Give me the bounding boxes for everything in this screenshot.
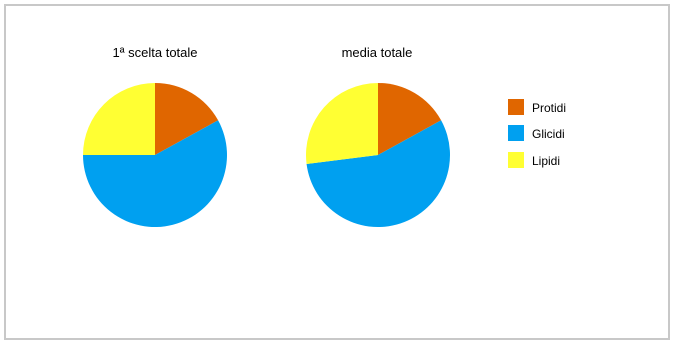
pie-1-title: 1ª scelta totale [112, 45, 197, 60]
pie-2-title: media totale [342, 45, 413, 60]
legend: Protidi Glicidi Lipidi [508, 99, 566, 168]
pie-2-slice-protidi [378, 83, 442, 155]
legend-label-lipidi: Lipidi [532, 154, 560, 168]
pie-1-slice-lipidi [83, 83, 155, 155]
pie-1-slices [83, 83, 227, 228]
pie-chart-2: media totale [306, 45, 451, 228]
pie-1-slice-glicidi [83, 120, 227, 228]
pie-1-slice-protidi [155, 83, 219, 155]
legend-swatch-lipidi [508, 152, 524, 168]
pie-chart-1: 1ª scelta totale [83, 45, 227, 228]
legend-label-protidi: Protidi [532, 101, 566, 115]
pie-2-slice-glicidi [306, 120, 451, 228]
pie-2-slice-lipidi [306, 83, 378, 165]
legend-swatch-protidi [508, 99, 524, 115]
pie-2-slices [306, 83, 451, 228]
legend-swatch-glicidi [508, 125, 524, 141]
legend-label-glicidi: Glicidi [532, 127, 565, 141]
